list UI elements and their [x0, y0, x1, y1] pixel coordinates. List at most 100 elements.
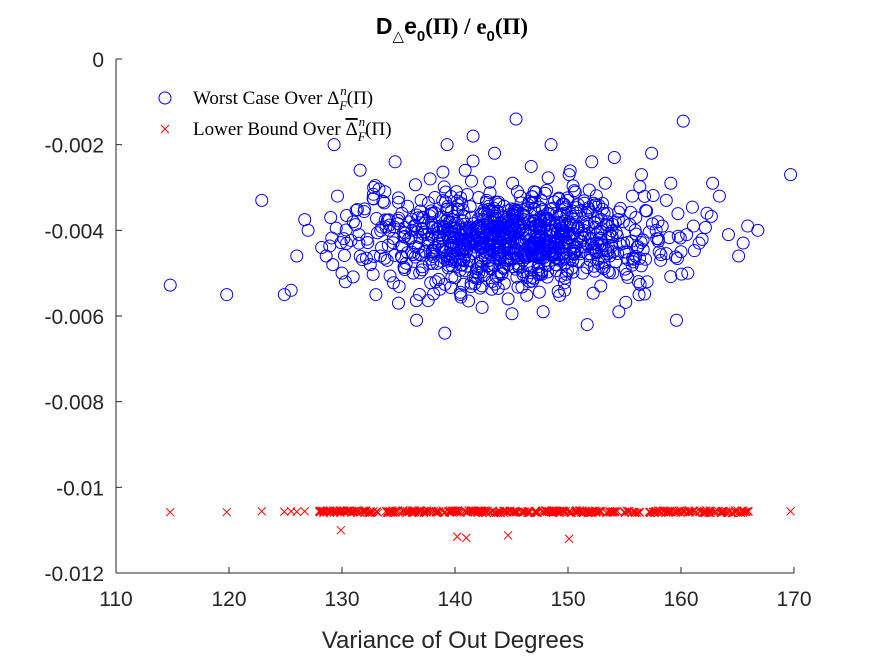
data-point-circle: [376, 194, 390, 208]
data-point-circle: [573, 247, 587, 261]
y-tick-label: -0.008: [44, 392, 104, 415]
data-point-x: [452, 508, 462, 517]
data-point-circle: [569, 239, 583, 253]
data-point-circle: [428, 243, 442, 257]
data-point-circle: [540, 238, 554, 252]
data-point-x: [724, 507, 734, 517]
data-point-circle: [383, 269, 397, 283]
data-point-circle: [598, 176, 612, 190]
data-point-circle: [524, 266, 538, 280]
data-point-circle: [553, 210, 567, 224]
data-point-circle: [583, 232, 597, 246]
data-point-circle: [784, 168, 798, 182]
data-point-x: [434, 507, 444, 516]
data-point-circle: [440, 249, 454, 263]
data-point-circle: [680, 228, 694, 242]
data-point-circle: [454, 241, 468, 255]
data-point-x: [555, 507, 564, 517]
data-point-circle: [597, 250, 611, 264]
data-point-circle: [421, 196, 435, 210]
data-point-circle: [340, 209, 354, 223]
data-point-circle: [676, 114, 690, 128]
data-point-circle: [541, 171, 555, 185]
data-point-circle: [415, 263, 429, 277]
data-point-x: [475, 506, 484, 516]
data-point-circle: [454, 191, 468, 205]
data-point-circle: [669, 250, 683, 264]
data-point-circle: [597, 255, 611, 269]
data-point-x: [541, 506, 551, 516]
data-point-circle: [391, 191, 405, 205]
data-point-circle: [498, 239, 512, 253]
data-point-circle: [642, 225, 656, 239]
data-point-circle: [327, 138, 341, 152]
data-point-circle: [645, 217, 659, 231]
data-point-circle: [439, 185, 453, 199]
data-point-circle: [359, 251, 373, 265]
legend-marker-circle: [158, 91, 172, 105]
data-point-circle: [395, 239, 409, 253]
data-point-circle: [607, 151, 621, 165]
data-point-x: [222, 507, 232, 517]
data-point-circle: [671, 229, 685, 243]
data-point-circle: [582, 183, 596, 197]
data-point-circle: [315, 240, 329, 254]
data-point-circle: [595, 222, 609, 236]
data-point-x: [481, 508, 491, 517]
data-point-x: [685, 507, 694, 517]
data-point-circle: [432, 272, 446, 286]
data-point-circle: [338, 275, 352, 289]
data-point-circle: [483, 175, 497, 189]
data-point-circle: [366, 267, 380, 281]
y-tick-label: -0.004: [44, 220, 104, 243]
data-point-x: [673, 507, 683, 517]
data-point-x: [738, 508, 748, 517]
data-point-circle: [457, 233, 471, 247]
data-point-x: [502, 508, 512, 517]
data-point-x: [500, 506, 510, 516]
data-point-circle: [408, 178, 422, 192]
data-point-circle: [751, 223, 765, 237]
data-point-circle: [337, 232, 351, 246]
data-point-circle: [474, 208, 488, 222]
data-point-circle: [495, 267, 509, 281]
data-point-x: [523, 508, 532, 518]
data-point-circle: [481, 209, 495, 223]
data-point-circle: [664, 270, 678, 284]
data-point-circle: [516, 236, 530, 250]
data-point-circle: [574, 203, 588, 217]
data-point-circle: [346, 270, 360, 284]
data-point-x: [650, 508, 660, 518]
data-point-circle: [631, 275, 645, 289]
data-point-circle: [736, 236, 750, 250]
data-point-x: [431, 508, 441, 517]
data-point-circle: [659, 193, 673, 207]
data-point-circle: [360, 232, 374, 246]
data-point-x: [510, 506, 520, 516]
legend-entry-worst-case: Worst Case Over ΔFn(Π): [158, 83, 373, 113]
data-point-x: [325, 506, 335, 515]
data-point-x: [400, 507, 410, 517]
data-point-x: [495, 508, 505, 517]
data-point-circle: [405, 212, 419, 226]
data-point-circle: [350, 203, 364, 217]
data-point-circle: [319, 249, 333, 263]
data-point-x: [382, 508, 392, 518]
data-point-circle: [453, 253, 467, 267]
data-point-circle: [596, 196, 610, 210]
data-point-circle: [485, 240, 499, 254]
data-point-circle: [640, 275, 654, 289]
data-point-circle: [620, 236, 634, 250]
data-point-circle: [639, 252, 653, 266]
data-point-circle: [687, 244, 701, 258]
data-point-circle: [417, 216, 431, 230]
data-point-x: [352, 507, 361, 516]
data-point-x: [531, 506, 540, 516]
data-point-circle: [436, 165, 450, 179]
data-point-circle: [541, 265, 555, 279]
data-point-circle: [482, 204, 496, 218]
data-point-circle: [381, 238, 395, 252]
data-point-circle: [462, 220, 476, 234]
data-point-circle: [493, 239, 507, 253]
data-point-circle: [475, 225, 489, 239]
